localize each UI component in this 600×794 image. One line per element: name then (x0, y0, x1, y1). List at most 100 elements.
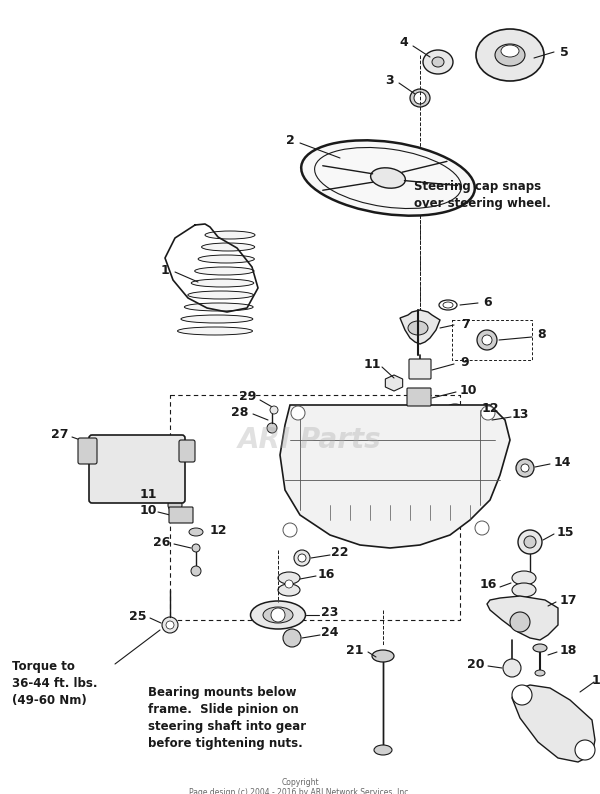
Text: 20: 20 (467, 657, 485, 670)
Text: 6: 6 (484, 296, 493, 310)
Ellipse shape (512, 583, 536, 597)
Circle shape (575, 740, 595, 760)
Circle shape (482, 335, 492, 345)
Text: 13: 13 (511, 408, 529, 422)
Text: 28: 28 (232, 406, 248, 418)
Ellipse shape (372, 650, 394, 662)
Ellipse shape (194, 267, 254, 275)
FancyBboxPatch shape (169, 507, 193, 523)
Text: 24: 24 (321, 626, 339, 639)
Text: Copyright
Page design (c) 2004 - 2016 by ARI Network Services, Inc.: Copyright Page design (c) 2004 - 2016 by… (189, 778, 411, 794)
Ellipse shape (501, 45, 519, 57)
Ellipse shape (205, 231, 255, 239)
Text: 17: 17 (559, 593, 577, 607)
Ellipse shape (188, 291, 253, 299)
Ellipse shape (476, 29, 544, 81)
Text: 23: 23 (322, 607, 338, 619)
Ellipse shape (278, 572, 300, 584)
Text: 26: 26 (154, 535, 170, 549)
Circle shape (475, 521, 489, 535)
Text: 4: 4 (400, 36, 409, 48)
FancyBboxPatch shape (78, 438, 97, 464)
Circle shape (192, 544, 200, 552)
Ellipse shape (371, 168, 406, 188)
Ellipse shape (374, 745, 392, 755)
Circle shape (481, 406, 495, 420)
Ellipse shape (178, 327, 253, 335)
Text: 16: 16 (479, 579, 497, 592)
Text: Bearing mounts below
frame.  Slide pinion on
steering shaft into gear
before tig: Bearing mounts below frame. Slide pinion… (148, 686, 306, 750)
Circle shape (298, 554, 306, 562)
Text: 10: 10 (139, 503, 157, 517)
Polygon shape (512, 685, 595, 762)
Text: 27: 27 (51, 427, 69, 441)
Text: 2: 2 (286, 133, 295, 147)
Circle shape (283, 629, 301, 647)
Polygon shape (385, 375, 403, 391)
Circle shape (512, 685, 532, 705)
Ellipse shape (439, 300, 457, 310)
Ellipse shape (278, 584, 300, 596)
Text: 18: 18 (559, 643, 577, 657)
Ellipse shape (301, 141, 475, 216)
Ellipse shape (533, 644, 547, 652)
Text: 19: 19 (592, 673, 600, 687)
Text: 16: 16 (317, 568, 335, 580)
FancyBboxPatch shape (179, 440, 195, 462)
Circle shape (477, 330, 497, 350)
Circle shape (294, 550, 310, 566)
Circle shape (521, 464, 529, 472)
Text: 1: 1 (161, 264, 169, 276)
Ellipse shape (432, 57, 444, 67)
Circle shape (166, 621, 174, 629)
Text: 8: 8 (538, 329, 547, 341)
Ellipse shape (263, 607, 293, 623)
Text: 11: 11 (363, 359, 381, 372)
Text: 14: 14 (553, 456, 571, 468)
Polygon shape (400, 310, 440, 344)
Ellipse shape (202, 243, 254, 251)
Ellipse shape (535, 670, 545, 676)
Circle shape (168, 498, 182, 512)
Circle shape (270, 406, 278, 414)
Text: 25: 25 (129, 610, 147, 622)
Ellipse shape (423, 50, 453, 74)
Ellipse shape (189, 528, 203, 536)
Text: Torque to
36-44 ft. lbs.
(49-60 Nm): Torque to 36-44 ft. lbs. (49-60 Nm) (12, 660, 97, 707)
Polygon shape (487, 596, 558, 640)
Ellipse shape (512, 571, 536, 585)
Ellipse shape (447, 404, 463, 412)
Text: 29: 29 (239, 391, 257, 403)
FancyBboxPatch shape (409, 359, 431, 379)
Circle shape (414, 92, 426, 104)
Text: 3: 3 (386, 74, 394, 87)
Ellipse shape (495, 44, 525, 66)
Text: ARI Parts: ARI Parts (238, 426, 382, 454)
Circle shape (285, 580, 293, 588)
Circle shape (162, 617, 178, 633)
Text: 5: 5 (560, 45, 568, 59)
Text: 22: 22 (331, 546, 349, 560)
Text: 12: 12 (209, 523, 227, 537)
Circle shape (510, 612, 530, 632)
FancyBboxPatch shape (407, 388, 431, 406)
Circle shape (191, 566, 201, 576)
Circle shape (518, 530, 542, 554)
Ellipse shape (181, 315, 253, 323)
Text: 11: 11 (139, 488, 157, 500)
Polygon shape (280, 405, 510, 548)
Circle shape (516, 459, 534, 477)
Ellipse shape (184, 303, 253, 311)
Ellipse shape (408, 321, 428, 335)
Ellipse shape (410, 89, 430, 107)
Circle shape (291, 406, 305, 420)
Circle shape (271, 608, 285, 622)
FancyBboxPatch shape (89, 435, 185, 503)
Circle shape (283, 523, 297, 537)
Text: 10: 10 (459, 384, 477, 396)
Circle shape (503, 659, 521, 677)
Text: Steering cap snaps
over steering wheel.: Steering cap snaps over steering wheel. (414, 180, 551, 210)
Ellipse shape (191, 279, 254, 287)
Text: 9: 9 (461, 356, 469, 368)
Text: 7: 7 (461, 318, 469, 332)
